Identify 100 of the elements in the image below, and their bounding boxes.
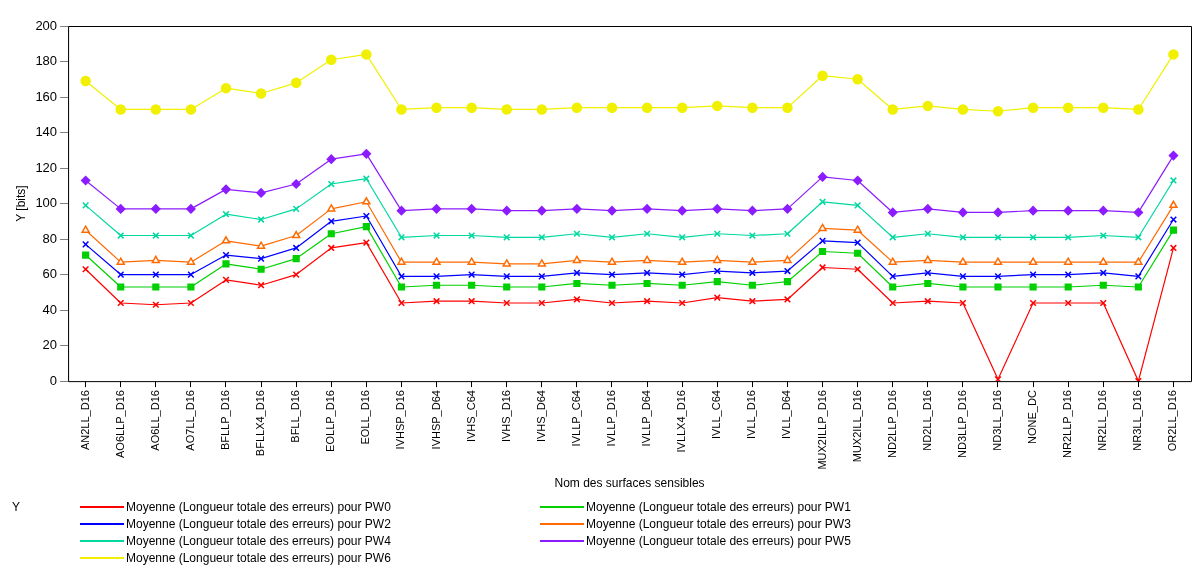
point	[642, 255, 652, 264]
point	[572, 255, 582, 264]
point	[1028, 205, 1038, 216]
point	[1062, 102, 1074, 113]
point	[572, 204, 582, 214]
point	[1134, 283, 1142, 291]
point	[852, 175, 863, 186]
x-tick-label: MUX2ILL_D16	[850, 390, 863, 463]
point	[713, 255, 722, 264]
point	[923, 204, 933, 214]
point	[467, 257, 476, 265]
legend-label: Moyenne (Longueur totale des erreurs) pour PW2	[126, 517, 391, 531]
x-tick-label: MUX2ILLP_D16	[815, 390, 828, 470]
point	[361, 149, 372, 159]
y-tick-label: 20	[42, 337, 58, 353]
point	[117, 283, 125, 291]
point	[782, 102, 793, 113]
point	[432, 231, 441, 240]
point	[1028, 257, 1038, 265]
point	[783, 255, 792, 264]
point	[1098, 205, 1109, 216]
point	[115, 204, 126, 214]
x-tick-label: NR2LL_D16	[1096, 390, 1109, 451]
point	[889, 233, 897, 241]
x-tick-label: IVLLP_C64	[569, 390, 582, 447]
point	[222, 260, 230, 268]
x-tick-label: OR2LL_D16	[1166, 390, 1179, 452]
point	[326, 54, 337, 65]
point	[221, 184, 231, 195]
y-tick-label: 140	[35, 124, 58, 140]
point	[607, 205, 617, 216]
point	[432, 281, 441, 289]
x-tick-label: IVLL_D64	[780, 390, 793, 440]
x-tick-label: IVHS_D16	[499, 390, 512, 443]
point	[291, 179, 301, 189]
point	[503, 283, 511, 291]
point	[993, 257, 1003, 265]
point	[257, 215, 265, 224]
legend-label: Moyenne (Longueur totale des erreurs) pour PW4	[126, 534, 391, 548]
point	[1169, 200, 1178, 209]
point	[783, 267, 792, 275]
point	[362, 175, 370, 183]
point	[327, 230, 335, 238]
point	[676, 102, 688, 113]
point	[1098, 102, 1109, 113]
point	[783, 278, 792, 286]
x-tick-label: AO6LL_D16	[148, 390, 161, 451]
point	[748, 257, 757, 265]
x-tick-label: NR3LL_D16	[1131, 390, 1144, 451]
point	[326, 154, 337, 164]
x-axis-title: Nom des surfaces sensibles	[554, 476, 705, 491]
y-tick-label: 200	[35, 17, 58, 33]
point	[431, 204, 442, 214]
point	[256, 188, 266, 198]
point	[852, 74, 863, 85]
point	[853, 225, 862, 233]
legend-title: Y	[12, 500, 21, 514]
point	[1133, 207, 1144, 218]
point	[116, 257, 125, 265]
point	[292, 205, 300, 213]
point	[573, 279, 581, 288]
point	[536, 104, 548, 115]
point	[82, 240, 90, 248]
point	[1029, 283, 1037, 291]
point	[818, 223, 827, 232]
point	[221, 236, 231, 244]
x-tick-label: IVLL_D16	[745, 390, 758, 440]
point	[817, 70, 828, 81]
point	[1099, 257, 1108, 265]
point	[220, 82, 232, 94]
point	[643, 279, 651, 288]
point	[641, 102, 653, 113]
point	[503, 233, 511, 241]
point	[501, 104, 512, 115]
point	[924, 269, 932, 277]
point	[292, 255, 300, 263]
x-tick-label: IVHS_C64	[464, 390, 477, 443]
point	[607, 257, 617, 265]
x-tick-label: IVHSP_D64	[429, 390, 442, 450]
point	[924, 297, 932, 305]
point	[1027, 102, 1039, 113]
point	[747, 102, 758, 113]
point	[290, 77, 302, 89]
point	[432, 257, 441, 265]
point	[537, 259, 547, 267]
point	[256, 241, 266, 249]
legend-label: Moyenne (Longueur totale des erreurs) pour PW6	[126, 551, 391, 565]
point	[924, 279, 932, 288]
x-tick-label: IVLLP_D64	[640, 390, 653, 447]
point	[958, 257, 968, 265]
point	[1133, 104, 1144, 115]
point	[994, 283, 1002, 291]
point	[80, 75, 91, 87]
point	[80, 175, 91, 186]
point	[82, 201, 90, 209]
y-tick-label: 160	[35, 88, 58, 104]
point	[1064, 283, 1072, 291]
point	[151, 255, 161, 264]
x-tick-label: NONE_DC	[1026, 390, 1039, 444]
point	[255, 88, 267, 99]
